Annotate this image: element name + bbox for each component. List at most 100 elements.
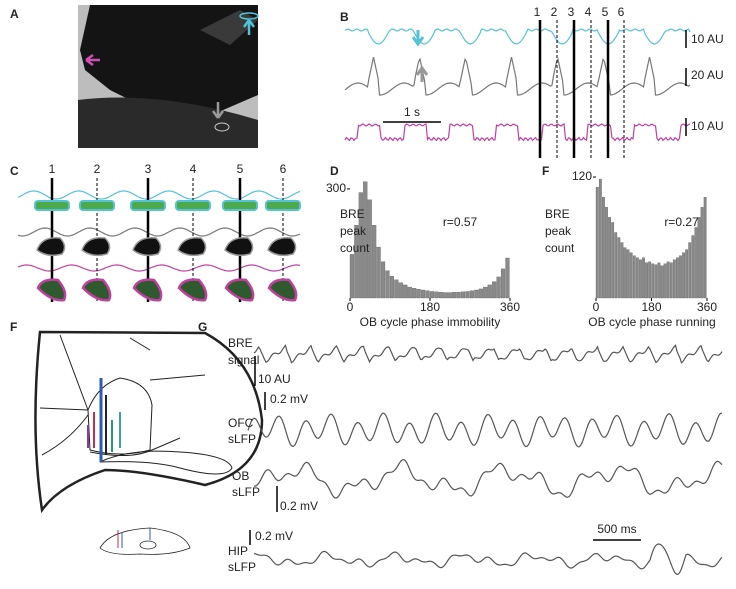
bar xyxy=(626,249,630,299)
bar xyxy=(648,261,652,299)
label: OB cycle phase running xyxy=(588,315,715,329)
label: peak xyxy=(545,224,572,238)
label: 180 xyxy=(641,300,661,314)
frame xyxy=(267,278,298,302)
bar xyxy=(420,289,426,299)
frame xyxy=(224,278,255,302)
bar xyxy=(496,276,501,299)
bar xyxy=(456,292,461,299)
label: 180 xyxy=(420,300,440,314)
panel-label: F xyxy=(10,320,17,334)
trace xyxy=(253,344,723,364)
bar xyxy=(412,288,417,299)
brain-schematic xyxy=(34,330,264,555)
label: BRE xyxy=(545,207,570,221)
label: OB cycle phase immobility xyxy=(360,315,501,329)
trace xyxy=(17,190,301,200)
label: 360 xyxy=(500,300,520,314)
label: 10 AU xyxy=(691,32,724,46)
bar xyxy=(398,282,403,299)
frame xyxy=(81,237,111,257)
trace xyxy=(344,123,691,142)
label: sLFP xyxy=(232,485,260,499)
bar xyxy=(367,199,372,299)
bar xyxy=(666,261,670,299)
bar xyxy=(492,281,497,299)
bar xyxy=(438,292,443,299)
bar xyxy=(657,262,661,299)
frame xyxy=(132,237,162,257)
bar xyxy=(500,268,506,299)
label: count xyxy=(545,241,575,255)
bar xyxy=(394,279,399,299)
label: OB xyxy=(232,469,249,483)
trace xyxy=(344,28,691,45)
bar xyxy=(632,255,636,299)
label: 4 xyxy=(190,162,197,176)
label: 0 xyxy=(593,300,600,314)
bar xyxy=(372,225,377,299)
bar xyxy=(660,265,664,299)
panel-label: D xyxy=(330,164,339,178)
bar xyxy=(694,227,698,299)
label: signal xyxy=(228,353,259,367)
label: OFC xyxy=(228,416,254,430)
bar xyxy=(460,291,466,299)
frame xyxy=(222,200,258,211)
label: peak xyxy=(340,224,367,238)
bar xyxy=(376,246,381,299)
bar xyxy=(474,289,479,299)
label: 5 xyxy=(237,162,244,176)
trace xyxy=(247,412,723,448)
label: 5 xyxy=(602,5,609,19)
label: 120 xyxy=(572,169,592,183)
bar xyxy=(380,261,386,299)
label: 3 xyxy=(568,5,575,19)
bar xyxy=(465,291,470,299)
frame xyxy=(36,278,67,302)
bar xyxy=(416,289,421,299)
bar xyxy=(629,252,633,299)
label: 1 s xyxy=(404,105,420,119)
panel-label: C xyxy=(10,164,19,178)
bar xyxy=(389,276,394,299)
bar xyxy=(654,264,658,299)
bar xyxy=(483,286,488,299)
label: 10 AU xyxy=(691,119,724,133)
label: 6 xyxy=(618,5,625,19)
bar xyxy=(688,242,692,299)
frame xyxy=(267,237,297,257)
label: sLFP xyxy=(228,560,256,574)
bar xyxy=(611,222,615,299)
bar xyxy=(614,232,618,299)
bar xyxy=(598,178,602,299)
label: 0.2 mV xyxy=(270,392,308,406)
bar xyxy=(635,257,639,299)
bar xyxy=(452,292,457,299)
frame xyxy=(36,237,66,257)
label: 20 AU xyxy=(691,68,724,82)
label: 0.2 mV xyxy=(255,529,293,543)
bar xyxy=(505,257,510,299)
arrow xyxy=(415,65,429,82)
label: 0.2 mV xyxy=(280,499,318,513)
frame xyxy=(130,200,166,211)
frame xyxy=(175,200,211,211)
bar xyxy=(605,207,608,299)
label: r=0.27 xyxy=(664,215,699,229)
label: 6 xyxy=(280,162,287,176)
bar xyxy=(425,290,430,299)
label: sLFP xyxy=(228,432,256,446)
frame xyxy=(224,237,254,257)
label: 4 xyxy=(585,5,592,19)
label: count xyxy=(340,241,370,255)
bar xyxy=(354,225,359,299)
bar xyxy=(434,291,439,299)
bar xyxy=(703,197,707,299)
bar xyxy=(663,263,667,299)
bar xyxy=(363,181,368,299)
trace xyxy=(253,543,723,576)
bar xyxy=(595,186,599,299)
bar xyxy=(407,286,412,299)
